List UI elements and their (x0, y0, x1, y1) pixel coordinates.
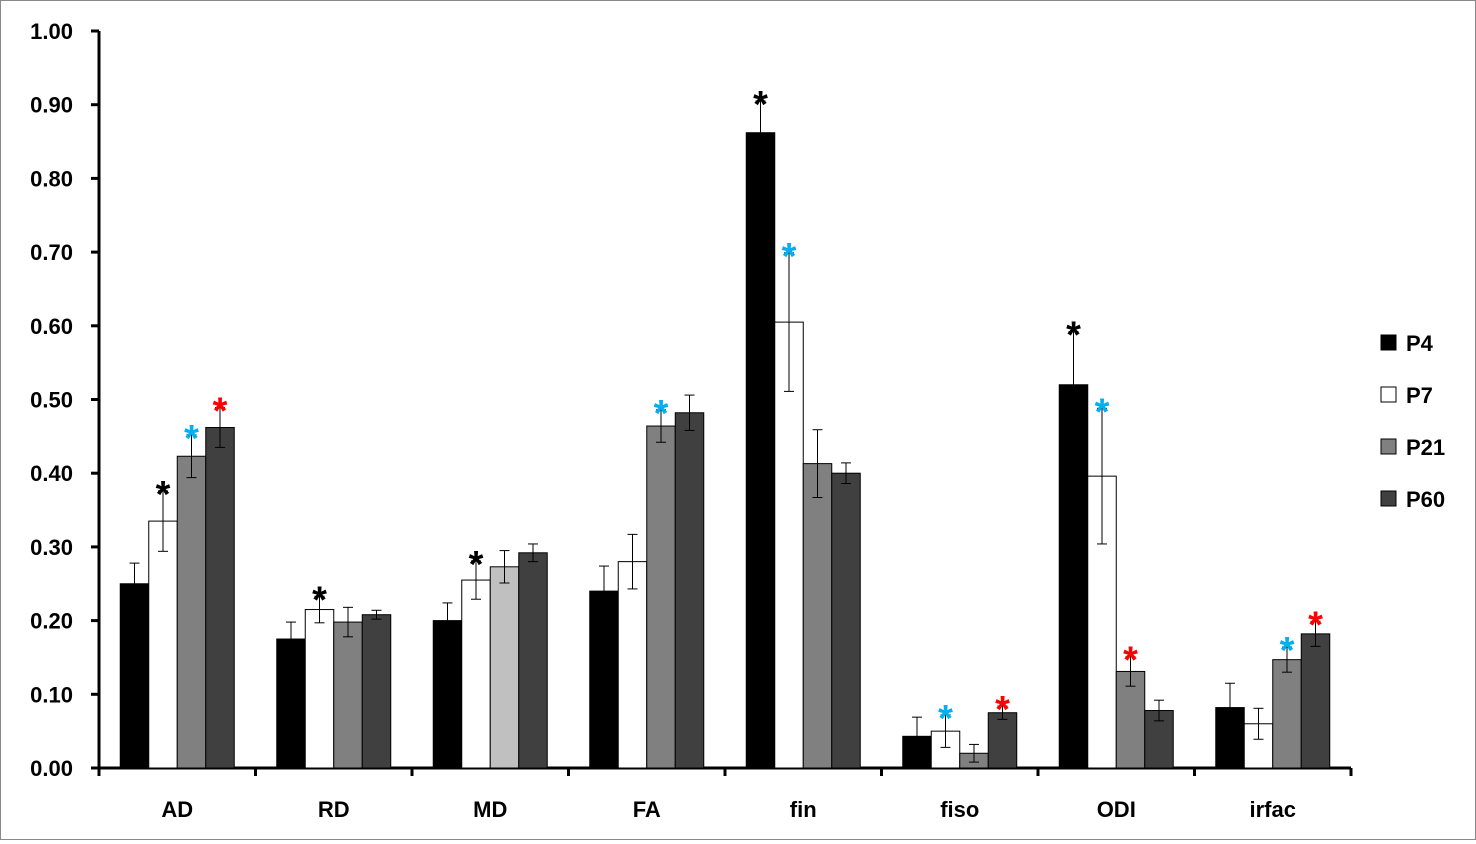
significance-asterisk: * (213, 391, 228, 433)
x-tick-label: FA (633, 797, 661, 822)
legend-label-P4: P4 (1406, 331, 1434, 356)
y-tick-label: 0.70 (30, 240, 73, 265)
y-tick-label: 0.40 (30, 461, 73, 486)
bars (119, 132, 1331, 769)
x-tick-label: ODI (1097, 797, 1136, 822)
legend-swatch-P7 (1380, 386, 1397, 403)
bar-P60-MD (518, 552, 548, 769)
bar-P4-ODI (1058, 384, 1089, 769)
legend-swatch-P21 (1380, 438, 1397, 455)
significance-asterisk: * (1095, 391, 1110, 433)
legend: P4 P7 P21 P60 (1380, 331, 1445, 512)
y-tick-label: 0.90 (30, 93, 73, 118)
bar-P21-FA (646, 425, 676, 769)
significance-asterisk: * (1280, 630, 1295, 672)
significance-asterisk: * (753, 84, 768, 126)
significance-asterisk: * (1123, 640, 1138, 682)
legend-label-P7: P7 (1406, 383, 1433, 408)
bar-P60-AD (205, 427, 235, 769)
y-tick-label: 0.30 (30, 535, 73, 560)
significance-asterisk: * (654, 393, 669, 435)
significance-asterisk: * (1066, 315, 1081, 357)
x-tick-label: RD (318, 797, 350, 822)
y-tick-label: 0.80 (30, 166, 73, 191)
legend-swatch-P4 (1380, 334, 1397, 351)
significance-markers: * * * * * * * * * * * * * * * (156, 84, 1324, 740)
bar-P4-AD (119, 583, 150, 769)
legend-swatch-P60 (1380, 490, 1397, 507)
y-tick-label: 0.50 (30, 388, 73, 413)
bar-P4-FA (589, 590, 619, 769)
y-axis: 0.00 0.10 0.20 0.30 0.40 0.50 0.60 0.70 0.80 0.90… (30, 19, 101, 781)
x-tick-label: fin (790, 797, 817, 822)
x-tick-label: MD (473, 797, 507, 822)
x-tick-label: fiso (940, 797, 979, 822)
bar-P4-MD (432, 620, 463, 769)
bar-P60-fin (831, 472, 861, 769)
bar-P21-RD (333, 621, 363, 769)
bar-P7-FA (617, 561, 648, 769)
significance-asterisk: * (184, 418, 199, 460)
significance-asterisk: * (1308, 604, 1323, 646)
bar-P60-fiso (987, 712, 1018, 769)
bar-P21-MD (489, 566, 520, 769)
y-tick-label: 0.10 (30, 682, 73, 707)
bar-P4-RD (276, 638, 306, 769)
bar-P21-ODI (1115, 670, 1146, 769)
bar-P4-fin (745, 132, 776, 769)
legend-label-P60: P60 (1406, 487, 1445, 512)
significance-asterisk: * (938, 698, 953, 740)
bar-P7-fin (774, 321, 804, 769)
bar-P21-AD (176, 455, 207, 769)
significance-asterisk: * (469, 544, 484, 586)
bar-P60-irfac (1300, 633, 1331, 769)
y-tick-label: 0.60 (30, 314, 73, 339)
bar-P7-RD (304, 609, 335, 769)
bar-P7-AD (148, 520, 178, 769)
bar-P60-FA (674, 412, 705, 769)
significance-asterisk: * (782, 236, 797, 278)
bar-P21-fin (802, 463, 833, 769)
x-tick-label: irfac (1250, 797, 1296, 822)
bar-P60-RD (361, 614, 392, 769)
bar-P7-MD (461, 579, 491, 769)
x-tick-label: AD (161, 797, 193, 822)
bar-P21-irfac (1272, 659, 1302, 769)
significance-asterisk: * (156, 474, 171, 516)
y-tick-label: 0.00 (30, 756, 73, 781)
y-tick-label: 0.20 (30, 609, 73, 634)
y-tick-label: 1.00 (30, 19, 73, 44)
significance-asterisk: * (995, 689, 1010, 731)
error-bars (129, 100, 1321, 763)
significance-asterisk: * (312, 579, 327, 621)
x-axis: AD RD MD FA fin fiso ODI irfac (97, 766, 1353, 822)
legend-label-P21: P21 (1406, 435, 1445, 460)
